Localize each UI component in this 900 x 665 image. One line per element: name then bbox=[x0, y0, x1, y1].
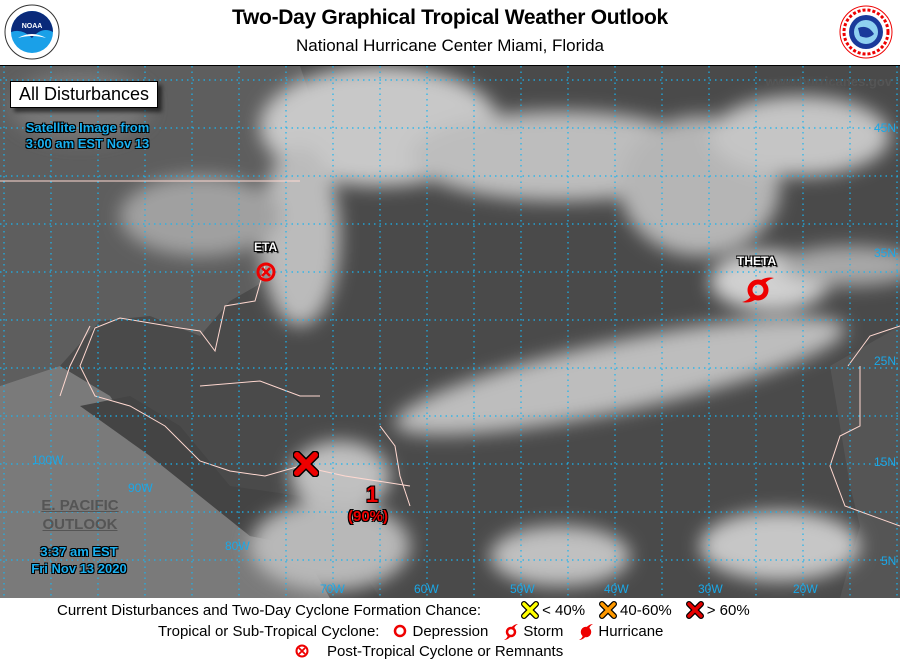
legend-post-tropical-label: Post-Tropical Cyclone or Remnants bbox=[327, 642, 564, 660]
cloud-cover bbox=[10, 66, 900, 591]
lon-label: 30W bbox=[698, 582, 723, 596]
lat-label: 45N bbox=[874, 121, 897, 135]
header: NOAA Two-Day Graphical Tropical Weather … bbox=[0, 0, 900, 65]
epac-outlook-link[interactable]: E. PACIFIC OUTLOOK bbox=[30, 496, 130, 534]
satellite-line-1: Satellite Image from bbox=[25, 120, 150, 135]
coastlines bbox=[0, 180, 900, 527]
disturbance-chance: (90%) bbox=[348, 508, 389, 525]
page-title: Two-Day Graphical Tropical Weather Outlo… bbox=[232, 6, 668, 29]
legend-low-label: < 40% bbox=[542, 601, 586, 619]
post-tropical-icon[interactable] bbox=[255, 261, 277, 283]
lon-label: 100W bbox=[32, 453, 64, 467]
legend-medium-label: 40-60% bbox=[620, 601, 672, 619]
lon-label: 90W bbox=[128, 481, 153, 495]
time-line-1: 3:37 am EST bbox=[40, 544, 118, 559]
lon-label: 80W bbox=[225, 539, 250, 553]
page-subtitle: National Hurricane Center Miami, Florida bbox=[295, 36, 604, 55]
lat-label: 5N bbox=[881, 554, 897, 568]
legend: Current Disturbances and Two-Day Cyclone… bbox=[0, 598, 900, 665]
post-tropical-icon bbox=[295, 644, 309, 658]
noaa-logo: NOAA bbox=[4, 4, 60, 60]
legend-depression-label: Depression bbox=[412, 622, 489, 640]
map-canvas bbox=[0, 66, 900, 598]
legend-hurricane-label: Hurricane bbox=[598, 622, 664, 640]
hurricane-icon bbox=[579, 624, 594, 640]
view-label[interactable]: All Disturbances bbox=[10, 81, 159, 108]
legend-formation-label: Current Disturbances and Two-Day Cyclone… bbox=[57, 601, 482, 619]
website-label: www.hurricanes.gov bbox=[765, 74, 892, 89]
medium-chance-x-icon bbox=[599, 601, 618, 619]
svg-text:NOAA: NOAA bbox=[22, 23, 43, 30]
theta-label: THETA bbox=[737, 254, 777, 268]
satellite-time-label: Satellite Image from 3:00 am EST Nov 13 bbox=[10, 120, 165, 152]
lat-label: 25N bbox=[874, 354, 897, 368]
high-chance-x-icon[interactable] bbox=[293, 451, 319, 477]
lon-label: 20W bbox=[793, 582, 818, 596]
storm-icon bbox=[504, 624, 519, 640]
lon-label: 50W bbox=[510, 582, 535, 596]
lat-label: 35N bbox=[874, 246, 897, 260]
issue-time-label: 3:37 am EST Fri Nov 13 2020 bbox=[14, 543, 144, 577]
low-chance-x-icon bbox=[521, 601, 540, 619]
lon-label: 40W bbox=[604, 582, 629, 596]
lat-lon-grid bbox=[0, 66, 900, 598]
lat-label: 15N bbox=[874, 455, 897, 469]
eta-label: ETA bbox=[254, 240, 278, 254]
legend-row-cyclone: Tropical or Sub-Tropical Cyclone: Depres… bbox=[158, 622, 667, 640]
legend-row-post-tropical: Post-Tropical Cyclone or Remnants bbox=[293, 642, 567, 660]
lon-label: 60W bbox=[414, 582, 439, 596]
epac-line-2: OUTLOOK bbox=[42, 516, 118, 533]
disturbance-number[interactable]: 1 bbox=[366, 482, 379, 507]
hurricane-icon[interactable] bbox=[742, 274, 774, 306]
satellite-map[interactable]: All Disturbances Satellite Image from 3:… bbox=[0, 65, 900, 598]
nws-logo bbox=[839, 5, 893, 59]
legend-row-formation: Current Disturbances and Two-Day Cyclone… bbox=[57, 601, 754, 619]
lon-label: 70W bbox=[320, 582, 345, 596]
legend-cyclone-label: Tropical or Sub-Tropical Cyclone: bbox=[158, 622, 380, 640]
legend-storm-label: Storm bbox=[523, 622, 564, 640]
legend-high-label: > 60% bbox=[706, 601, 750, 619]
high-chance-x-icon bbox=[685, 601, 704, 619]
satellite-line-2: 3:00 am EST Nov 13 bbox=[25, 136, 150, 151]
time-line-2: Fri Nov 13 2020 bbox=[31, 561, 127, 576]
epac-line-1: E. PACIFIC bbox=[41, 497, 119, 514]
depression-icon bbox=[394, 624, 407, 638]
